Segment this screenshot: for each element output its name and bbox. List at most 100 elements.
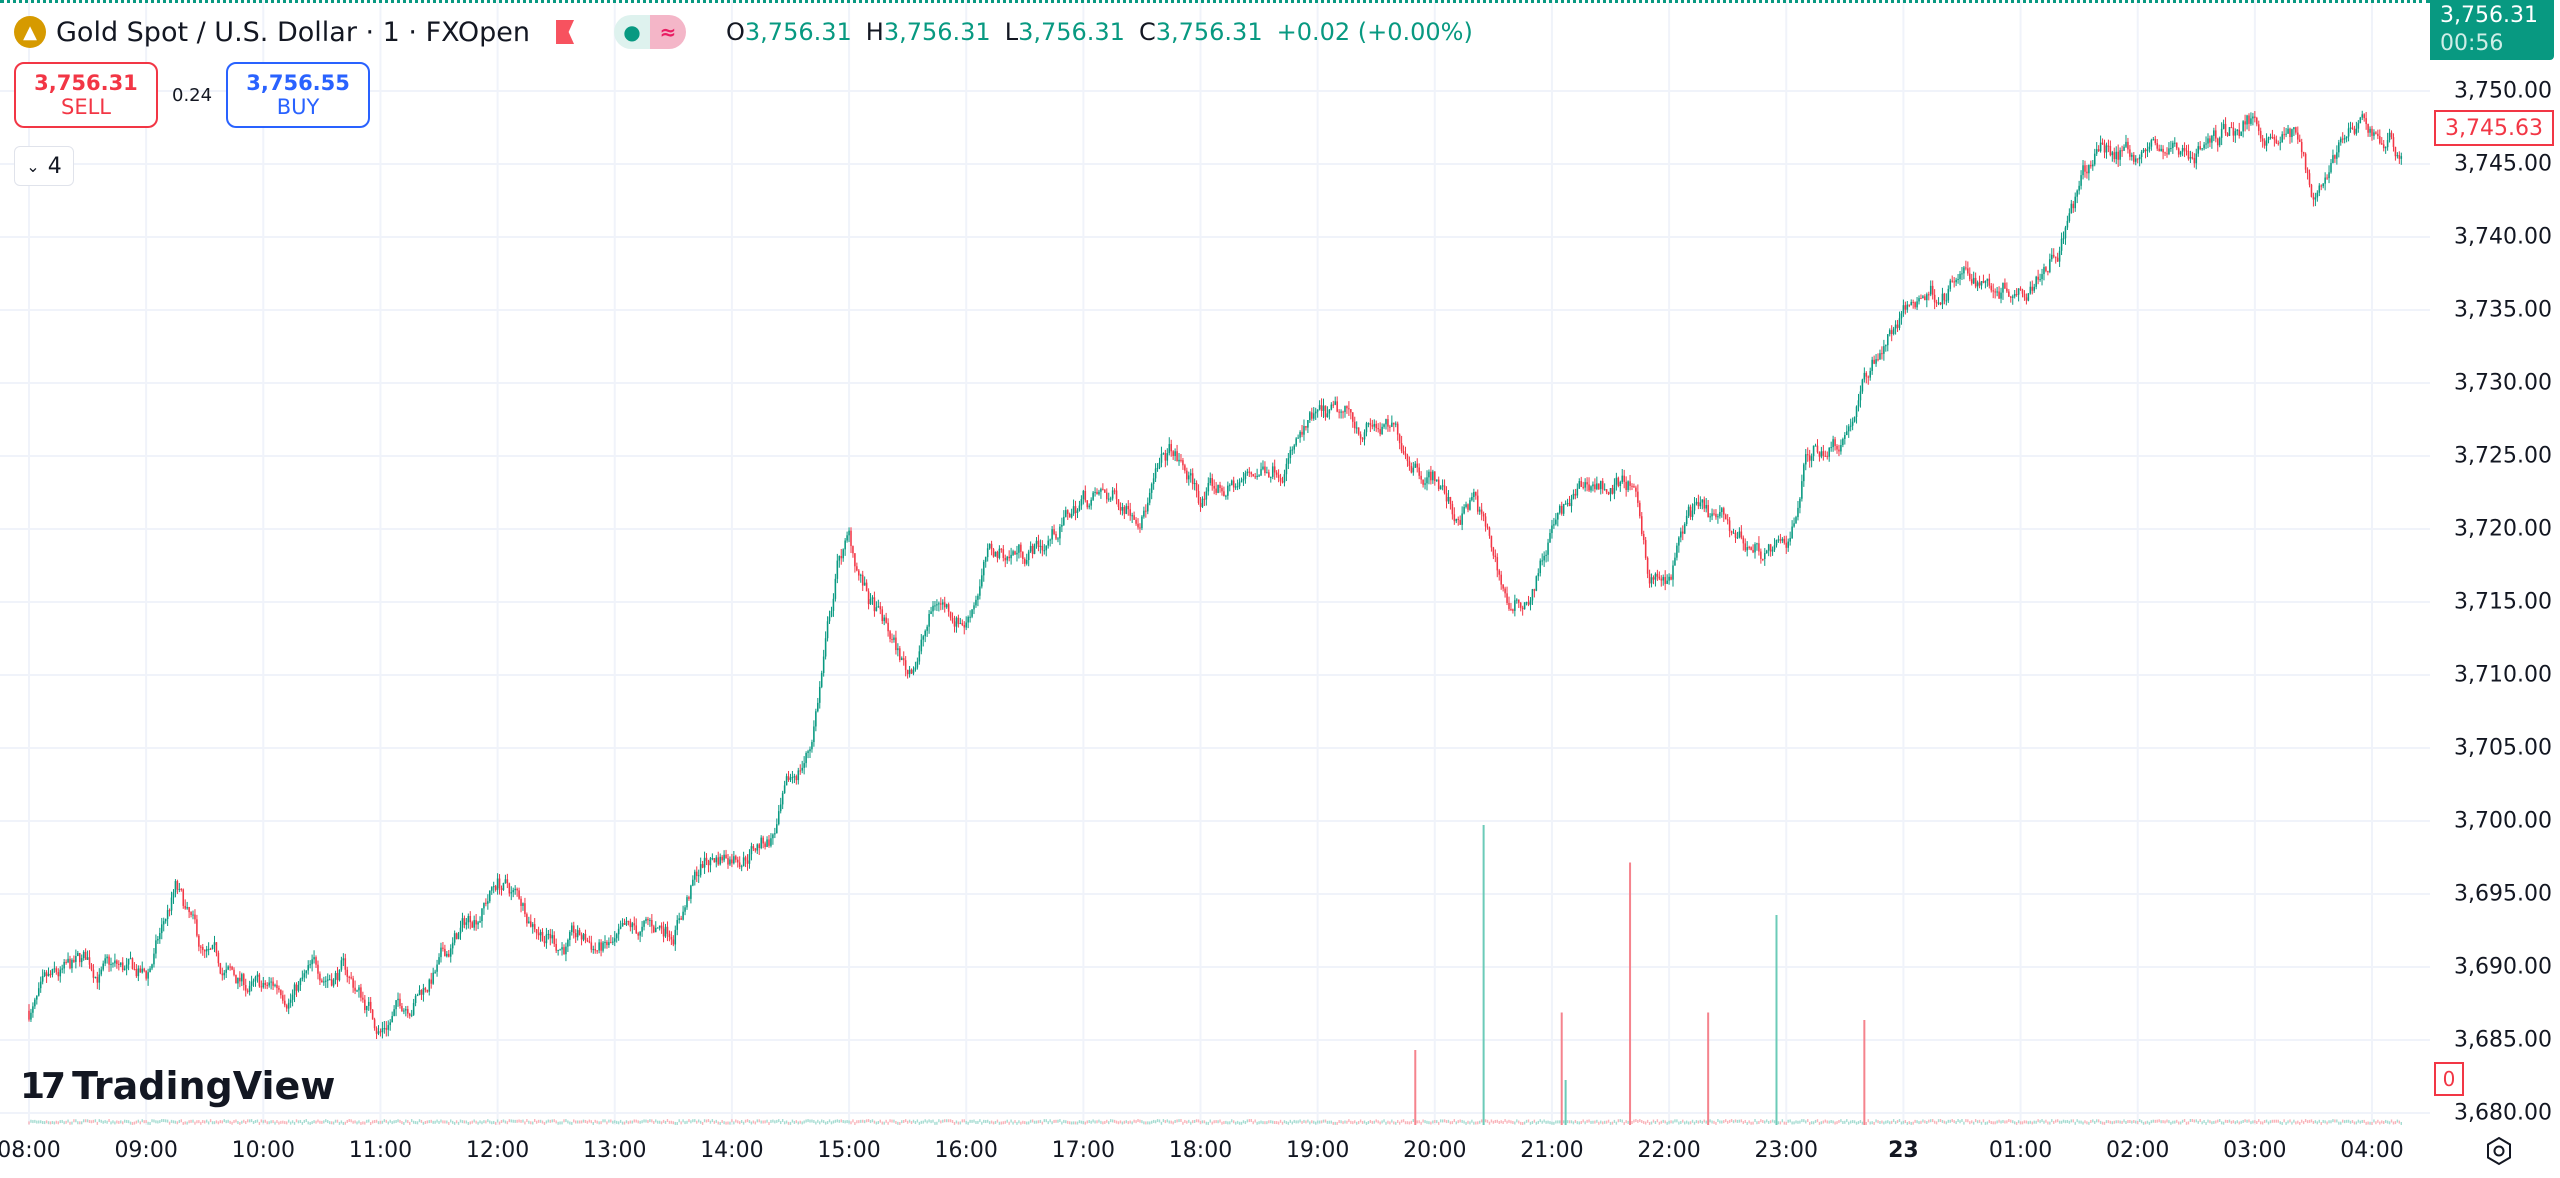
candle [1701,499,1704,503]
flag-icon[interactable] [556,20,575,44]
candle [2017,288,2020,295]
volume-bar [1904,1120,1907,1124]
sell-button[interactable]: 3,756.31 SELL [14,62,158,128]
candle [805,752,807,764]
candle [953,621,956,627]
candle [1834,439,1836,446]
candle [613,938,616,942]
volume-bar [1486,1119,1489,1123]
volume-bar [309,1121,311,1125]
candle [434,971,436,973]
volume-bar [1111,1119,1114,1123]
volume-bar [584,1119,587,1123]
candle [139,968,142,973]
volume-bar [483,1120,485,1124]
candle [65,961,67,963]
candle [2211,135,2213,143]
candle [703,857,706,868]
candle [654,927,657,933]
volume-bar [676,1121,678,1125]
candle [2394,146,2397,157]
price-chart[interactable] [0,0,2430,1178]
volume-bar [737,1120,739,1124]
candle [1178,459,1180,462]
volume-bar [910,1121,913,1125]
volume-bar [957,1121,960,1125]
buy-button[interactable]: 3,756.55 BUY [226,62,371,128]
price-label: 3,715.00 [2454,589,2552,615]
candle [1601,480,1604,490]
candle [1365,423,1368,433]
candle [2390,132,2393,138]
candle [1324,405,1327,418]
volume-bar [1393,1121,1395,1125]
candle [2113,152,2116,160]
candle [1988,278,1991,286]
volume-bar [293,1121,296,1125]
volume-bar [1395,1121,1397,1125]
price-label: 3,750.00 [2454,78,2552,104]
volume-bar [120,1120,122,1124]
symbol-title[interactable]: Gold Spot / U.S. Dollar · 1 · FXOpen [56,16,531,48]
status-pill[interactable]: ● ≈ [614,15,687,49]
volume-bar [123,1119,126,1123]
tradingview-logo[interactable]: 𝟭𝟳 TradingView [20,1064,335,1108]
volume-bar [903,1119,905,1123]
volume-bar [1445,1120,1448,1124]
candle [893,637,895,640]
volume-bar [940,1120,942,1124]
volume-bar [1197,1119,1200,1123]
candle [2002,282,2004,293]
candle [289,999,292,1003]
volume-bar [2258,1119,2260,1123]
candle [383,1028,386,1030]
candle [1240,480,1243,483]
candle [1644,540,1647,558]
volume-bar [1104,1120,1106,1124]
candle [1676,545,1678,558]
volume-bar [2008,1119,2010,1123]
candle [998,548,1001,558]
volume-bar [1012,1121,1014,1125]
volume-bar [555,1120,557,1124]
candle [639,931,641,936]
candle [2367,124,2369,133]
volume-spike [1482,825,1485,1125]
volume-bar [2377,1119,2379,1123]
volume-bar [1789,1119,1791,1123]
volume-bar [2121,1120,2123,1124]
settings-icon[interactable] [2484,1136,2514,1166]
volume-bar [1512,1120,1514,1124]
volume-bar [2328,1120,2330,1124]
volume-bar [2361,1119,2363,1123]
candle [211,945,214,949]
candle [899,648,901,661]
volume-bar [1412,1119,1415,1123]
price-axis[interactable]: 3,750.00 3,745.00 3,740.00 3,735.00 3,730.00… [2430,0,2560,1178]
candle [539,931,542,936]
volume-bar [2037,1119,2039,1123]
candle [229,966,231,968]
candle [1502,584,1504,589]
volume-bar [1646,1119,1649,1123]
volume-bar [524,1121,526,1125]
volume-bar [2049,1121,2051,1125]
candle [2291,129,2293,138]
volume-bar [2336,1119,2338,1123]
candle [1537,573,1540,577]
volume-bar [1387,1120,1389,1124]
candle [1826,455,1829,457]
candle [1264,466,1266,473]
candle [838,555,841,561]
candle [1289,450,1292,459]
volume-bar [547,1119,550,1123]
candle [924,630,926,637]
volume-bar [393,1120,395,1124]
volume-bar [204,1120,206,1124]
candle [1562,504,1565,514]
candle [528,921,530,924]
indicators-toggle-button[interactable]: ⌄ 4 [14,146,74,186]
volume-bar [1340,1120,1342,1124]
candle [760,837,762,849]
candle [1174,451,1176,456]
